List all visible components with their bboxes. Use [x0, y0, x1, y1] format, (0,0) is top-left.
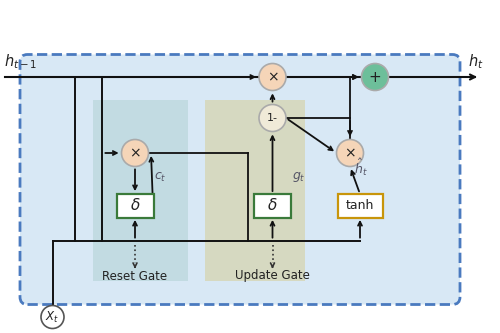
Circle shape — [362, 64, 388, 91]
Circle shape — [336, 140, 363, 166]
Text: $\hat{h}_t$: $\hat{h}_t$ — [354, 157, 368, 178]
FancyBboxPatch shape — [338, 193, 382, 217]
Text: $h_t$: $h_t$ — [468, 52, 483, 71]
FancyBboxPatch shape — [254, 193, 291, 217]
Text: $\times$: $\times$ — [344, 146, 356, 160]
Text: Update Gate: Update Gate — [235, 269, 310, 282]
Text: 1-: 1- — [267, 113, 278, 123]
Text: $h_{t-1}$: $h_{t-1}$ — [4, 52, 38, 71]
Text: $\delta$: $\delta$ — [130, 197, 140, 213]
Text: $c_t$: $c_t$ — [154, 170, 166, 183]
Text: $\delta$: $\delta$ — [267, 197, 278, 213]
Text: tanh: tanh — [346, 199, 374, 212]
Circle shape — [41, 305, 64, 328]
Circle shape — [259, 64, 286, 91]
FancyBboxPatch shape — [20, 55, 460, 304]
Circle shape — [122, 140, 148, 166]
Text: $\times$: $\times$ — [129, 146, 141, 160]
Text: $\times$: $\times$ — [266, 70, 278, 84]
Text: $g_t$: $g_t$ — [292, 170, 305, 184]
Text: $X_t$: $X_t$ — [46, 309, 60, 325]
FancyBboxPatch shape — [205, 101, 305, 280]
FancyBboxPatch shape — [92, 101, 188, 280]
Text: Reset Gate: Reset Gate — [102, 269, 168, 282]
Text: $+$: $+$ — [368, 70, 382, 85]
FancyBboxPatch shape — [116, 193, 154, 217]
Circle shape — [259, 105, 286, 132]
